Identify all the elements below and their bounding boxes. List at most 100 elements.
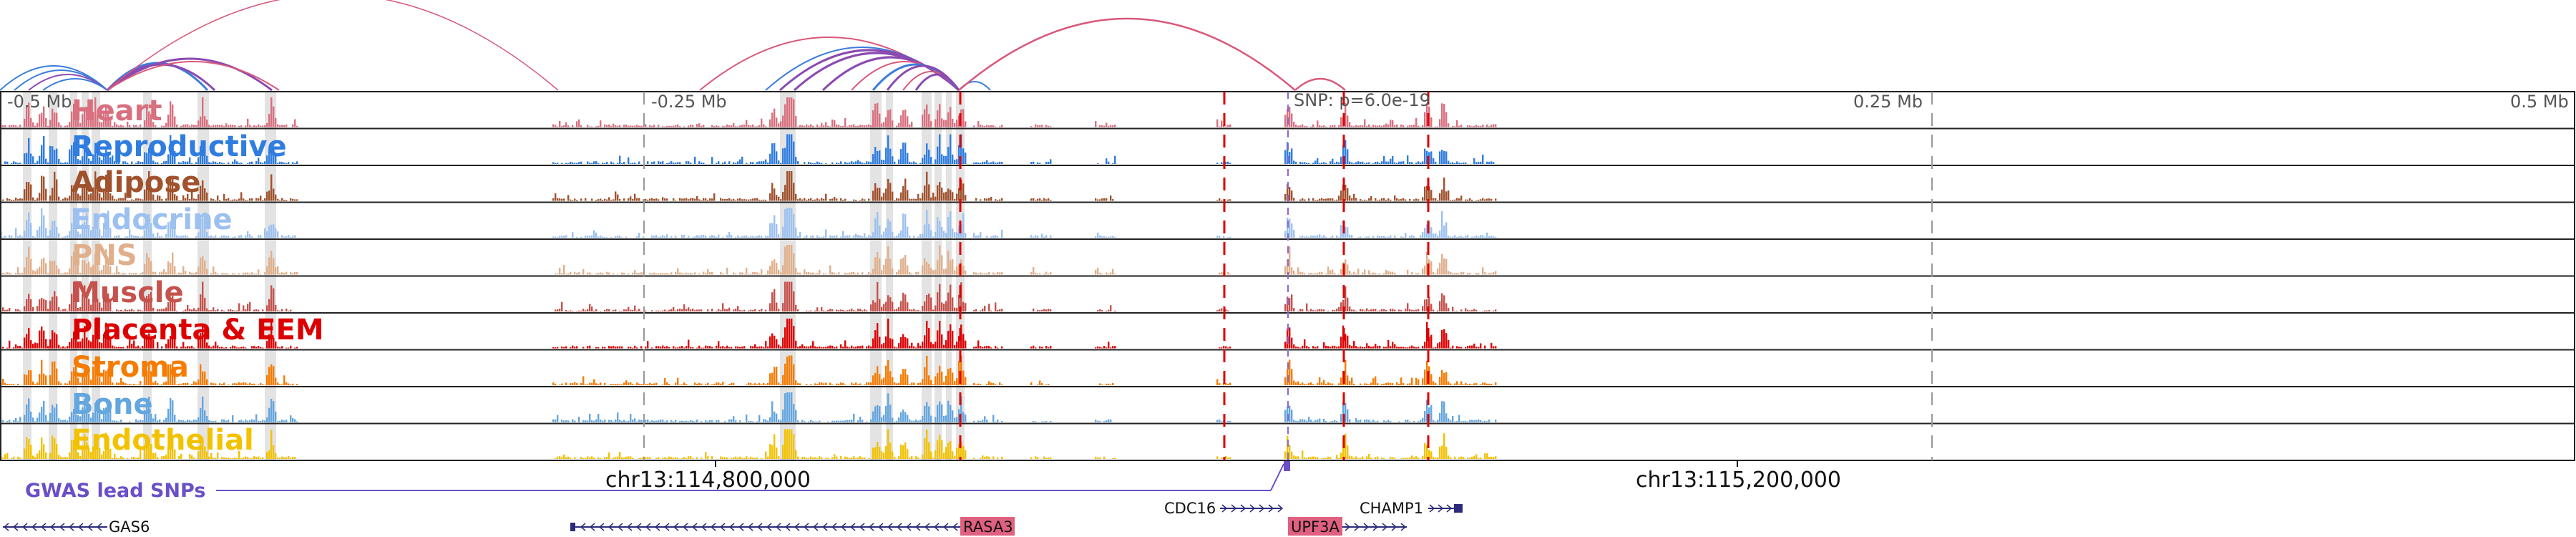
signal-bar	[118, 235, 120, 238]
signal-bar	[1219, 272, 1221, 275]
signal-bar	[765, 419, 767, 422]
signal-bar	[1327, 456, 1330, 459]
signal-bar	[182, 195, 185, 201]
signal-bar	[1439, 342, 1441, 349]
signal-bar	[1484, 236, 1486, 238]
signal-bar	[204, 145, 206, 164]
signal-bar	[722, 382, 724, 385]
signal-bar	[675, 271, 677, 275]
signal-bar	[935, 159, 937, 164]
signal-bar	[784, 429, 786, 459]
signal-bar	[791, 319, 793, 349]
signal-bar	[570, 199, 572, 201]
signal-bar	[1433, 233, 1435, 238]
signal-bar	[1321, 126, 1323, 127]
signal-bar	[208, 456, 210, 459]
signal-bar	[1033, 198, 1035, 201]
signal-bar	[679, 421, 681, 422]
signal-bar	[1454, 456, 1456, 459]
signal-bar	[161, 309, 163, 311]
signal-bar	[874, 447, 877, 459]
signal-bar	[1110, 125, 1112, 127]
signal-bar	[1327, 382, 1330, 385]
signal-bar	[71, 294, 73, 311]
signal-bar	[1379, 236, 1381, 238]
signal-bar	[782, 410, 784, 422]
signal-bar	[97, 180, 99, 201]
signal-bar	[956, 120, 958, 127]
signal-bar	[161, 236, 163, 238]
signal-bar	[992, 161, 995, 164]
signal-bar	[1293, 270, 1295, 275]
signal-bar	[1439, 377, 1441, 385]
signal-bar	[786, 208, 789, 238]
signal-bar	[613, 163, 615, 164]
signal-bar	[228, 125, 230, 127]
signal-bar	[1364, 420, 1366, 422]
signal-bar	[150, 187, 152, 201]
signal-bar	[703, 235, 705, 238]
signal-bar	[1364, 163, 1366, 164]
signal-bar	[615, 419, 617, 422]
signal-bar	[45, 375, 47, 385]
signal-bar	[1314, 420, 1317, 422]
signal-bar	[810, 384, 812, 385]
signal-bar	[864, 233, 866, 238]
signal-bar	[782, 445, 784, 459]
signal-bar	[1362, 347, 1364, 349]
signal-bar	[945, 340, 947, 349]
strand-arrow	[747, 523, 753, 531]
signal-bar	[1297, 456, 1299, 459]
signal-bar	[118, 347, 120, 349]
strand-arrow	[887, 523, 893, 531]
signal-bar	[1463, 420, 1465, 422]
signal-bar	[140, 347, 142, 349]
signal-bar	[847, 273, 849, 275]
signal-bar	[1355, 198, 1357, 201]
signal-bar	[187, 193, 189, 201]
signal-bar	[808, 198, 810, 201]
signal-bar	[851, 420, 853, 422]
signal-bar	[1304, 419, 1306, 422]
signal-bar	[855, 161, 857, 164]
strand-arrow	[598, 523, 605, 531]
signal-bar	[769, 303, 771, 311]
signal-bar	[221, 163, 223, 164]
signal-bar	[1424, 228, 1426, 238]
signal-bar	[840, 420, 842, 422]
signal-bar	[758, 310, 761, 311]
signal-bar	[980, 346, 982, 349]
signal-bar	[54, 291, 56, 311]
signal-bar	[698, 236, 701, 238]
signal-bar	[1353, 163, 1355, 164]
signal-bar	[1400, 458, 1402, 459]
signal-bar	[1227, 458, 1229, 459]
signal-bar	[170, 298, 172, 311]
signal-bar	[225, 458, 228, 459]
signal-bar	[1319, 198, 1321, 201]
signal-bar	[1360, 458, 1362, 459]
signal-bar	[694, 382, 696, 385]
signal-bar	[152, 307, 155, 311]
signal-bar	[1099, 421, 1101, 422]
signal-bar	[1112, 163, 1114, 164]
signal-bar	[210, 198, 213, 201]
signal-bar	[1420, 235, 1422, 238]
signal-bar	[804, 346, 806, 349]
signal-bar	[613, 458, 615, 459]
signal-bar	[829, 235, 831, 238]
signal-bar	[849, 458, 851, 459]
signal-bar	[92, 334, 94, 349]
signal-bar	[982, 347, 984, 349]
signal-bar	[694, 272, 696, 275]
signal-bar	[786, 134, 789, 164]
signal-bar	[1312, 124, 1314, 127]
signal-bar	[894, 347, 896, 349]
signal-bar	[849, 272, 851, 275]
signal-bar	[711, 235, 713, 238]
signal-bar	[193, 308, 195, 311]
signal-bar	[999, 309, 1001, 311]
signal-bar	[778, 344, 780, 349]
signal-bar	[870, 236, 872, 238]
signal-bar	[140, 310, 142, 311]
